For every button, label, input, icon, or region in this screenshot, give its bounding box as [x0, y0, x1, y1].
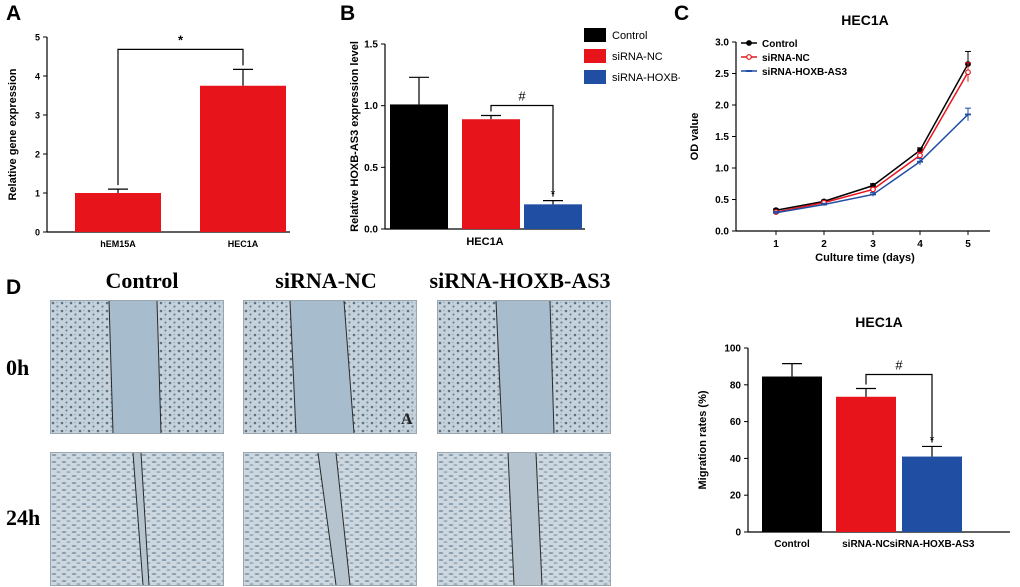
- micrograph-control-24h: [50, 452, 224, 586]
- chart-title: HEC1A: [855, 314, 902, 330]
- bar-hec1a: [200, 85, 286, 232]
- significance-label: *: [551, 188, 556, 202]
- y-tick-label: 0: [35, 228, 40, 238]
- bar-sirna-hoxb-as3: [902, 456, 962, 532]
- legend-label: siRNA-HOXB-AS3: [612, 72, 680, 84]
- y-axis-label: Relative gene expression: [7, 68, 19, 200]
- bar-hem15a: [75, 193, 161, 232]
- bar-sirna-nc: [836, 396, 896, 532]
- y-tick-label: 100: [724, 344, 741, 355]
- legend-label: Control: [612, 30, 647, 42]
- row-label-24h: 24h: [6, 505, 41, 530]
- y-tick-label: 80: [730, 380, 742, 391]
- micrograph-corner-mark: A: [401, 411, 413, 428]
- legend-label: siRNA-NC: [762, 53, 810, 64]
- series-line-sirna-hoxb-as3: [775, 113, 969, 214]
- legend-label: Control: [762, 39, 798, 50]
- y-tick-label: 60: [730, 417, 742, 428]
- column-label-control: Control: [105, 268, 179, 293]
- y-tick-label: 0.0: [715, 227, 729, 238]
- panel-letter-b: B: [340, 2, 356, 25]
- x-tick-label: HEC1A: [228, 239, 259, 249]
- significance-label: *: [178, 32, 184, 47]
- significance-label: #: [518, 89, 526, 104]
- legend-swatch: [584, 28, 606, 42]
- y-tick-label: 5: [35, 33, 40, 43]
- data-point: [870, 186, 876, 193]
- chart-title: HEC1A: [841, 12, 888, 28]
- panel-letter-c: C: [674, 2, 690, 25]
- micrograph-sirna-nc-24h: [243, 452, 417, 586]
- x-tick-label: siRNA-HOXB-AS3: [889, 539, 974, 550]
- y-tick-label: 3: [35, 111, 40, 121]
- x-tick-label: 4: [917, 239, 923, 250]
- y-axis-label: OD value: [689, 113, 701, 161]
- chart-migration: HEC1A 0 20 40 60 80 100 Migration rates (%) Cont…: [697, 314, 1010, 550]
- y-tick-label: 2.0: [715, 101, 729, 112]
- chart-a: 0 1 2 3 4 5 Relative gene expression hEM15A HEC1…: [7, 32, 290, 249]
- x-axis-label: Culture time (days): [815, 252, 915, 264]
- bar-control: [762, 376, 822, 532]
- legend-label: siRNA-HOXB-AS3: [762, 67, 847, 78]
- significance-label: #: [895, 357, 903, 372]
- micrograph-sirna-nc-0h: A: [243, 300, 417, 434]
- panel-letter-a: A: [6, 2, 22, 25]
- y-tick-label: 0: [735, 528, 741, 539]
- legend-marker: [746, 40, 752, 46]
- chart-c: HEC1A 0.0 0.5 1.0 1.5 2.0 2.5 3.0 1 2 3 4 5 Culture t…: [689, 12, 990, 264]
- y-tick-label: 0.5: [364, 163, 378, 174]
- y-axis-label: Relative HOXB-AS3 expression level: [349, 41, 361, 232]
- micrograph-control-0h: [50, 300, 224, 434]
- x-tick-label: 2: [821, 239, 827, 250]
- x-tick-label: 5: [965, 239, 971, 250]
- column-label-sirna-nc: siRNA-NC: [275, 268, 377, 293]
- significance-bracket: [117, 48, 244, 186]
- y-tick-label: 1.0: [364, 101, 378, 112]
- y-tick-label: 1.5: [715, 132, 729, 143]
- legend-label: siRNA-NC: [612, 51, 663, 63]
- bar-control: [390, 104, 448, 229]
- bar-sirna-nc: [462, 119, 520, 229]
- bar-sirna-hoxb-as3: [524, 204, 582, 229]
- y-tick-label: 0.5: [715, 195, 729, 206]
- column-label-sirna-hoxb-as3: siRNA-HOXB-AS3: [429, 268, 611, 293]
- y-tick-label: 2: [35, 150, 40, 160]
- data-point: [965, 69, 971, 76]
- y-tick-label: 4: [35, 72, 40, 82]
- significance-bracket: [865, 373, 933, 443]
- x-axis-label: HEC1A: [466, 236, 503, 248]
- x-tick-label: Control: [774, 539, 810, 550]
- x-tick-label: siRNA-NC: [842, 539, 890, 550]
- y-tick-label: 2.5: [715, 69, 729, 80]
- micrograph-sirna-hoxb-as3-0h: [437, 300, 611, 434]
- y-tick-label: 1: [35, 189, 40, 199]
- y-tick-label: 1.0: [715, 164, 729, 175]
- micrograph-sirna-hoxb-as3-24h: [437, 452, 611, 586]
- x-tick-label: hEM15A: [100, 239, 136, 249]
- y-tick-label: 20: [730, 491, 742, 502]
- data-point: [917, 152, 923, 159]
- y-tick-label: 40: [730, 454, 742, 465]
- legend-swatch: [584, 49, 606, 63]
- legend-marker: [746, 54, 752, 60]
- row-label-0h: 0h: [6, 355, 30, 380]
- x-tick-label: 1: [773, 239, 779, 250]
- y-axis-label: Migration rates (%): [697, 390, 709, 489]
- significance-label: *: [930, 433, 935, 447]
- panel-letter-d: D: [6, 276, 22, 299]
- legend-swatch: [584, 70, 606, 84]
- y-tick-label: 1.5: [364, 40, 378, 51]
- x-tick-label: 3: [870, 239, 876, 250]
- significance-bracket: [490, 104, 554, 197]
- y-tick-label: 0.0: [364, 225, 378, 236]
- y-tick-label: 3.0: [715, 38, 729, 49]
